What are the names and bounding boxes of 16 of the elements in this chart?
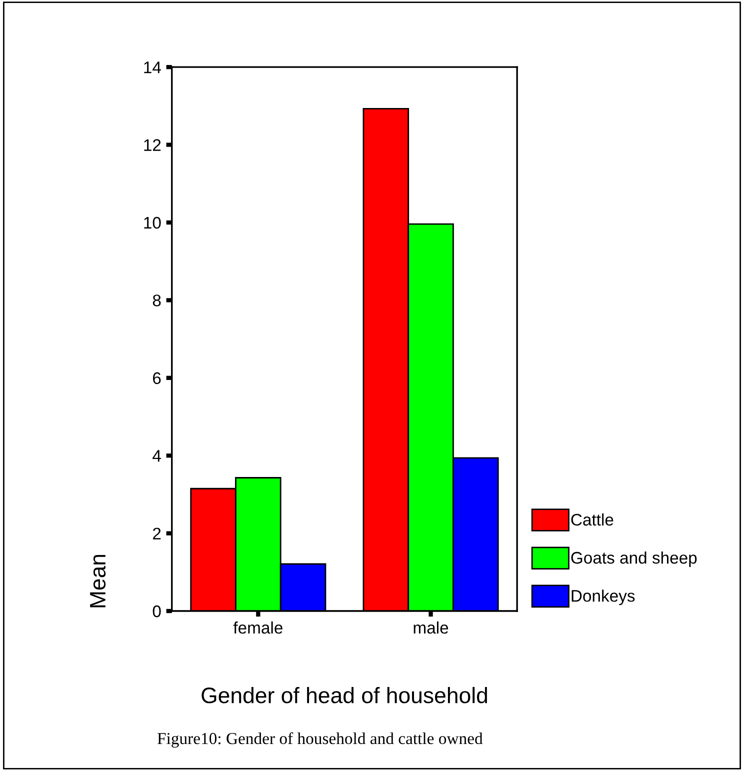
caption: Figure10: Gender of household and cattle owned <box>157 732 483 748</box>
y-tick-label: 4 <box>152 450 161 462</box>
x-tick-label: male <box>414 621 448 634</box>
legend-label: Donkeys <box>572 590 635 606</box>
y-tick-label: 12 <box>144 139 161 151</box>
legend-label: Cattle <box>571 513 614 526</box>
x-axis-title: Gender of head of household <box>202 686 487 704</box>
y-axis-title: Mean <box>90 554 106 608</box>
y-tick-label: 6 <box>153 372 161 384</box>
y-tick-label: 0 <box>152 605 161 618</box>
legend-label: Goats and sheep <box>571 551 697 568</box>
y-tick-label: 10 <box>144 216 161 229</box>
y-tick-label: 14 <box>144 62 161 74</box>
x-tick-label: female <box>233 621 282 634</box>
y-tick-label: 2 <box>153 528 161 540</box>
y-tick-label: 8 <box>152 294 161 306</box>
